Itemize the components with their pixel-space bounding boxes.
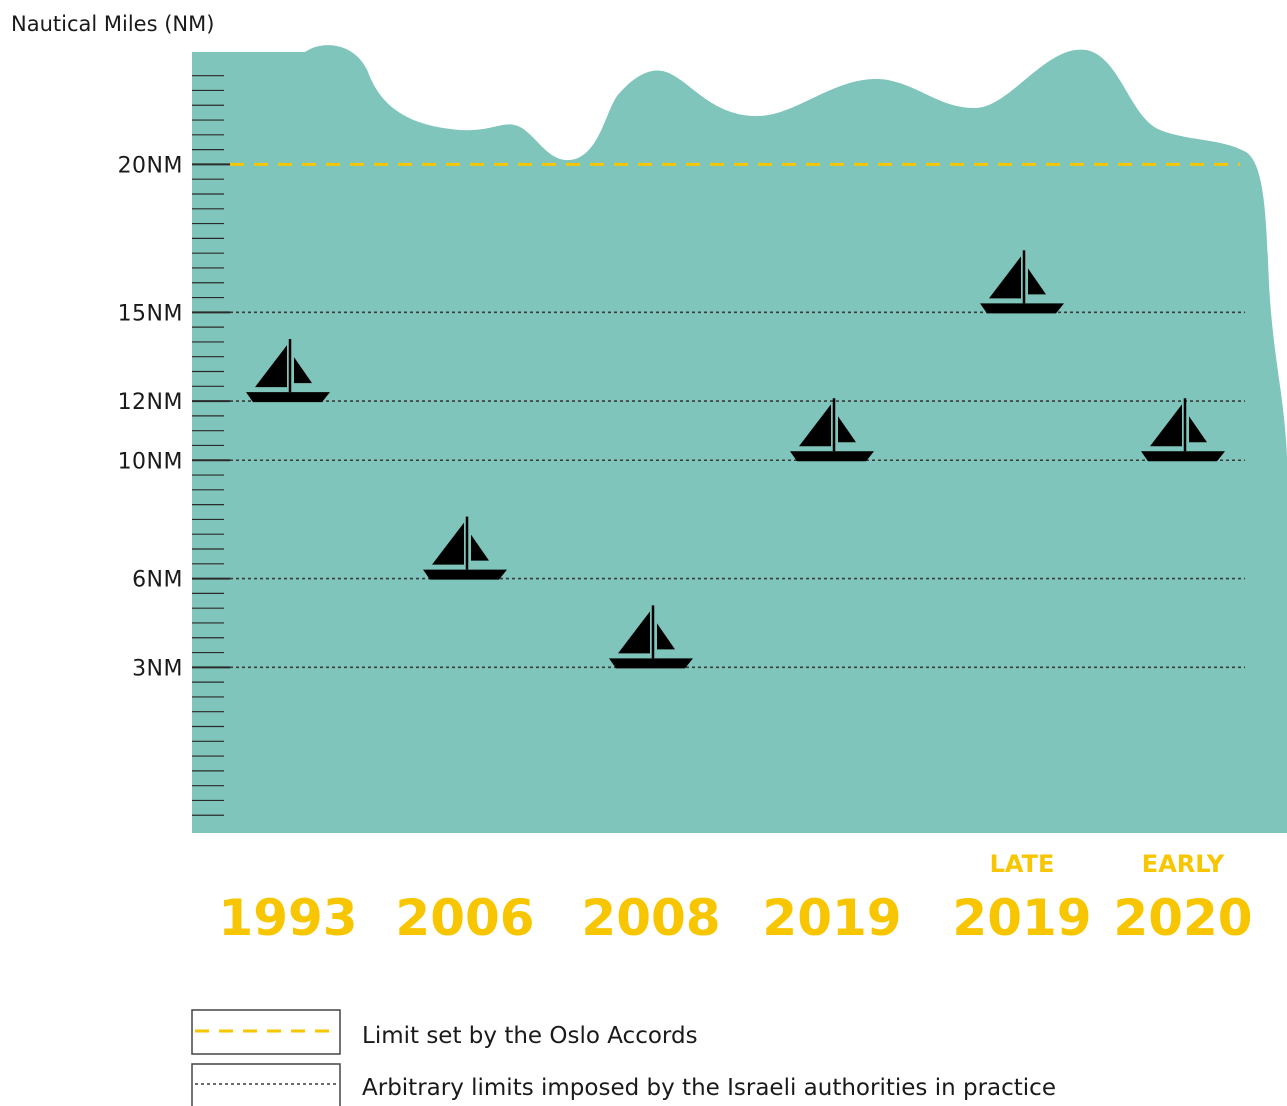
y-tick-label: 12NM bbox=[118, 390, 183, 415]
year-label: 2008 bbox=[581, 889, 720, 947]
year-qualifier: LATE bbox=[990, 850, 1055, 878]
year-qualifier: EARLY bbox=[1142, 850, 1225, 878]
y-axis-title: Nautical Miles (NM) bbox=[11, 12, 214, 36]
y-axis-labels: 20NM 15NM 12NM 10NM 6NM 3NM bbox=[118, 153, 183, 681]
year-labels: 1993 2006 2008 2019 2019 LATE 2020 EARLY bbox=[218, 850, 1252, 947]
sailboat-icon bbox=[609, 605, 693, 669]
year-label: 2020 bbox=[1113, 889, 1252, 947]
year-label: 1993 bbox=[218, 889, 357, 947]
y-tick-label: 15NM bbox=[118, 301, 183, 326]
sailboat-icon bbox=[246, 339, 330, 403]
year-label: 2019 bbox=[762, 889, 901, 947]
limit-lines bbox=[230, 162, 1245, 669]
y-tick-label: 10NM bbox=[118, 449, 183, 474]
sailboat-icon bbox=[790, 398, 874, 462]
legend: Limit set by the Oslo Accords Arbitrary … bbox=[191, 1009, 1056, 1106]
y-tick-label: 20NM bbox=[118, 153, 183, 178]
sea-area bbox=[192, 45, 1287, 833]
legend-label-israeli: Arbitrary limits imposed by the Israeli … bbox=[362, 1075, 1056, 1101]
legend-label-oslo: Limit set by the Oslo Accords bbox=[362, 1023, 698, 1049]
y-tick-label: 3NM bbox=[132, 656, 183, 681]
year-label: 2006 bbox=[395, 889, 534, 947]
sailboat-icon bbox=[1141, 398, 1225, 462]
y-tick-label: 6NM bbox=[132, 568, 183, 593]
depth-ruler bbox=[192, 75, 230, 816]
sailboat-markers bbox=[246, 250, 1225, 669]
sailboat-icon bbox=[980, 250, 1064, 314]
sailboat-icon bbox=[423, 516, 507, 580]
year-label: 2019 bbox=[952, 889, 1091, 947]
legend-swatch-israeli bbox=[191, 1063, 341, 1106]
